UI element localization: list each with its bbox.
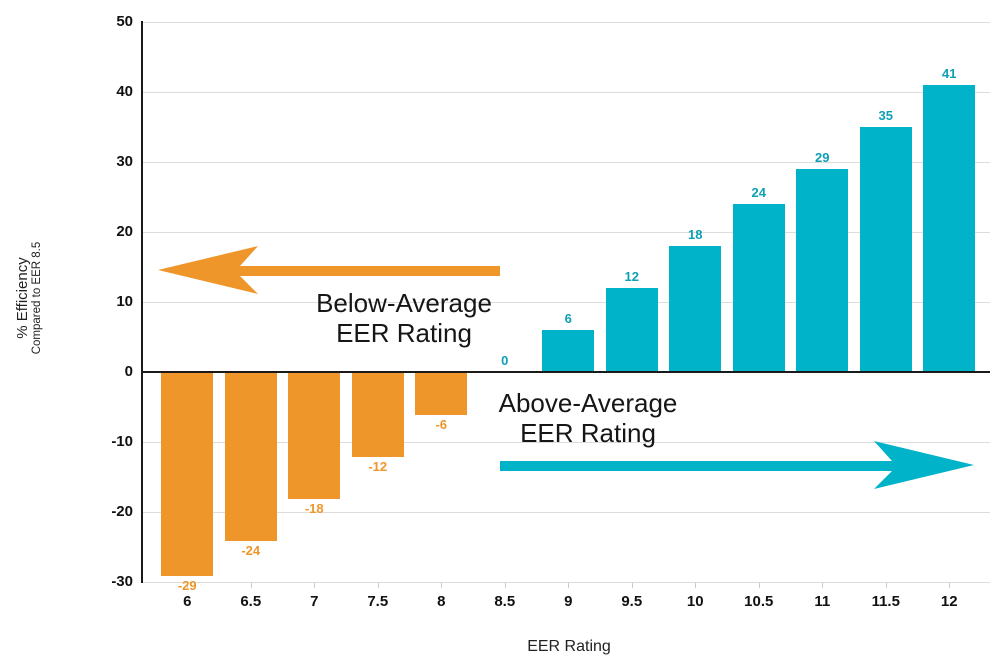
bar-12 — [923, 85, 976, 372]
bar-value-label-9.5: 12 — [624, 269, 639, 284]
bar-value-label-11.5: 35 — [878, 108, 893, 123]
gridline-30 — [143, 162, 990, 163]
x-tick-mark-7.5 — [377, 583, 379, 588]
gridline-10 — [143, 302, 990, 303]
bar-value-label-8: -6 — [435, 417, 448, 432]
bar-value-label-11: 29 — [815, 150, 830, 165]
y-tick-label--20: -20 — [111, 503, 133, 520]
x-tick-mark-12 — [949, 583, 951, 588]
bar-7 — [288, 373, 341, 499]
y-axis-title-main: % Efficiency — [14, 257, 31, 339]
x-tick-label-6: 6 — [183, 593, 192, 610]
bar-9 — [542, 330, 595, 372]
x-tick-mark-7 — [314, 583, 316, 588]
bar-7.5 — [351, 373, 404, 457]
gridline-50 — [143, 22, 990, 23]
y-axis-line — [141, 21, 143, 583]
bar-value-label-6.5: -24 — [241, 543, 261, 558]
above-average-annotation: Above-Average EER Rating — [438, 388, 738, 448]
x-tick-mark-9 — [568, 583, 570, 588]
x-tick-label-7: 7 — [310, 593, 319, 610]
x-tick-mark-9.5 — [631, 583, 633, 588]
bar-value-label-12: 41 — [942, 66, 957, 81]
gridline--20 — [143, 512, 990, 513]
y-tick-label-0: 0 — [124, 363, 133, 380]
y-tick-label--10: -10 — [111, 433, 133, 450]
y-tick-label-30: 30 — [116, 153, 133, 170]
bar-value-label-9: 6 — [564, 311, 572, 326]
bar-11.5 — [859, 127, 912, 372]
gridline--30 — [143, 582, 990, 583]
y-tick-label-10: 10 — [116, 293, 133, 310]
bar-value-label-7.5: -12 — [368, 459, 388, 474]
x-tick-label-9.5: 9.5 — [621, 593, 643, 610]
zero-baseline — [143, 371, 990, 373]
x-tick-label-12: 12 — [940, 593, 958, 610]
bar-value-label-6: -29 — [177, 578, 197, 593]
x-tick-label-11: 11 — [814, 593, 831, 610]
above-average-line1: Above-Average — [498, 388, 678, 418]
x-tick-label-8: 8 — [437, 593, 446, 610]
x-tick-mark-10.5 — [758, 583, 760, 588]
gridline-40 — [143, 92, 990, 93]
bar-value-label-10: 18 — [688, 227, 703, 242]
below-average-line1: Below-Average — [316, 288, 492, 318]
x-tick-label-7.5: 7.5 — [367, 593, 389, 610]
y-axis-title-sub: Compared to EER 8.5 — [31, 241, 43, 355]
bar-10 — [669, 246, 722, 372]
bar-9.5 — [605, 288, 658, 372]
x-tick-label-10: 10 — [686, 593, 704, 610]
x-tick-label-9: 9 — [564, 593, 573, 610]
x-tick-label-6.5: 6.5 — [240, 593, 262, 610]
bar-6 — [161, 373, 214, 576]
bar-10.5 — [732, 204, 785, 372]
y-tick-label-20: 20 — [116, 223, 133, 240]
y-tick-label--30: -30 — [111, 573, 133, 590]
x-tick-mark-6.5 — [250, 583, 252, 588]
bar-6.5 — [224, 373, 277, 541]
bar-value-label-10.5: 24 — [751, 185, 766, 200]
bar-value-label-7: -18 — [304, 501, 324, 516]
x-tick-mark-8 — [441, 583, 443, 588]
above-average-line2: EER Rating — [520, 418, 656, 448]
bar-value-label-8.5: 0 — [501, 353, 509, 368]
bar-8 — [415, 373, 468, 415]
below-average-line2: EER Rating — [336, 318, 472, 348]
x-tick-mark-6 — [187, 583, 189, 588]
y-tick-label-40: 40 — [116, 83, 133, 100]
x-tick-mark-11 — [822, 583, 824, 588]
y-axis-title: % Efficiency Compared to EER 8.5 — [14, 188, 50, 408]
x-tick-label-8.5: 8.5 — [494, 593, 516, 610]
gridline-20 — [143, 232, 990, 233]
plot-area: -29 6 -24 6.5 -18 7 -12 7.5 -6 8 0 8.5 6 9 12 9.5 18 10 24… — [143, 22, 990, 610]
x-tick-mark-8.5 — [504, 583, 506, 588]
x-tick-label-10.5: 10.5 — [744, 593, 774, 610]
x-tick-mark-10 — [695, 583, 697, 588]
y-tick-label-50: 50 — [116, 13, 133, 30]
x-axis-title: EER Rating — [527, 638, 611, 655]
below-average-annotation: Below-Average EER Rating — [254, 288, 554, 348]
bar-11 — [796, 169, 849, 372]
x-tick-label-11.5: 11.5 — [871, 593, 900, 610]
x-tick-mark-11.5 — [885, 583, 887, 588]
